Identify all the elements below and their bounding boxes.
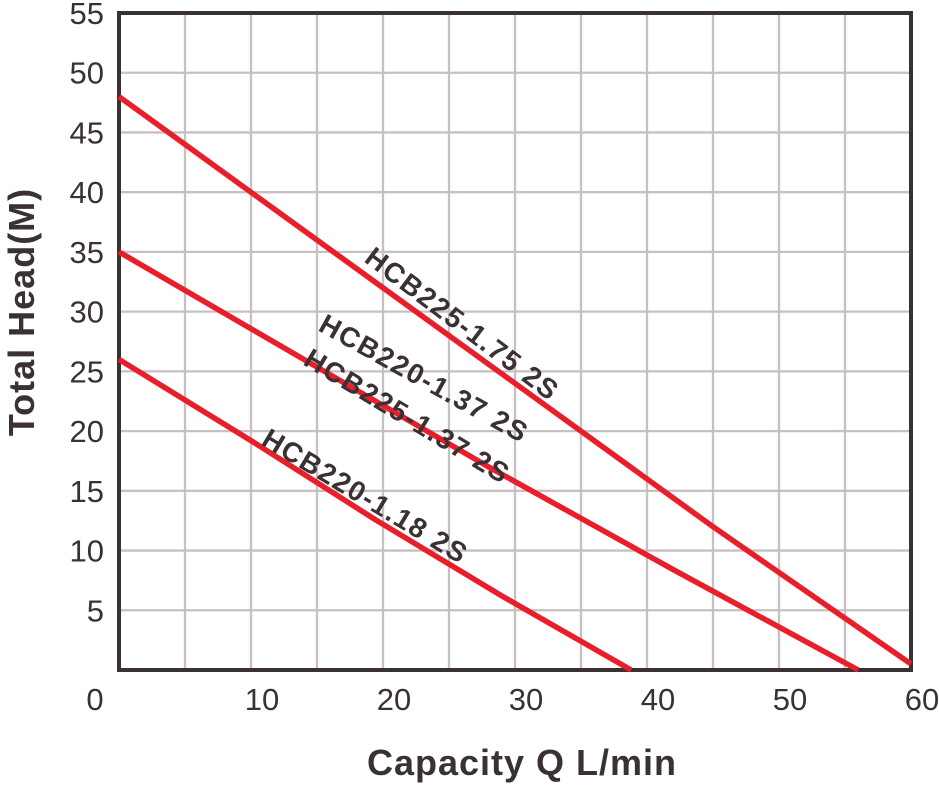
y-tick-label: 40	[70, 175, 104, 210]
x-tick-label: 0	[86, 682, 103, 717]
y-tick-label: 35	[70, 235, 104, 270]
axis-tick-labels: 0 10 20 30 40 50 60 55 50 45 40 35 30 25 20 15 10 5	[70, 0, 939, 717]
axis-frame	[117, 11, 913, 672]
grid-lines	[119, 13, 911, 670]
x-tick-label: 40	[641, 682, 675, 717]
x-tick-label: 30	[509, 682, 543, 717]
x-axis-title: Capacity Q L/min	[366, 742, 678, 783]
pump-curve-3	[117, 357, 633, 673]
y-tick-label: 50	[70, 56, 104, 91]
x-tick-label: 10	[245, 682, 279, 717]
y-tick-label: 10	[70, 534, 104, 569]
x-tick-label: 20	[377, 682, 411, 717]
y-tick-label: 45	[70, 115, 104, 150]
x-tick-label: 50	[773, 682, 807, 717]
y-tick-label: 55	[70, 0, 104, 31]
x-tick-label: 60	[905, 682, 939, 717]
y-tick-label: 25	[70, 354, 104, 389]
pump-curves	[117, 94, 913, 673]
plot-frame	[117, 11, 913, 672]
y-tick-label: 5	[87, 593, 104, 628]
y-axis-title: Total Head(M)	[1, 187, 42, 437]
y-tick-label: 15	[70, 474, 104, 509]
pump-curve-2	[117, 249, 860, 673]
pump-curve-1	[117, 94, 913, 667]
y-tick-label: 20	[70, 414, 104, 449]
y-tick-label: 30	[70, 295, 104, 330]
